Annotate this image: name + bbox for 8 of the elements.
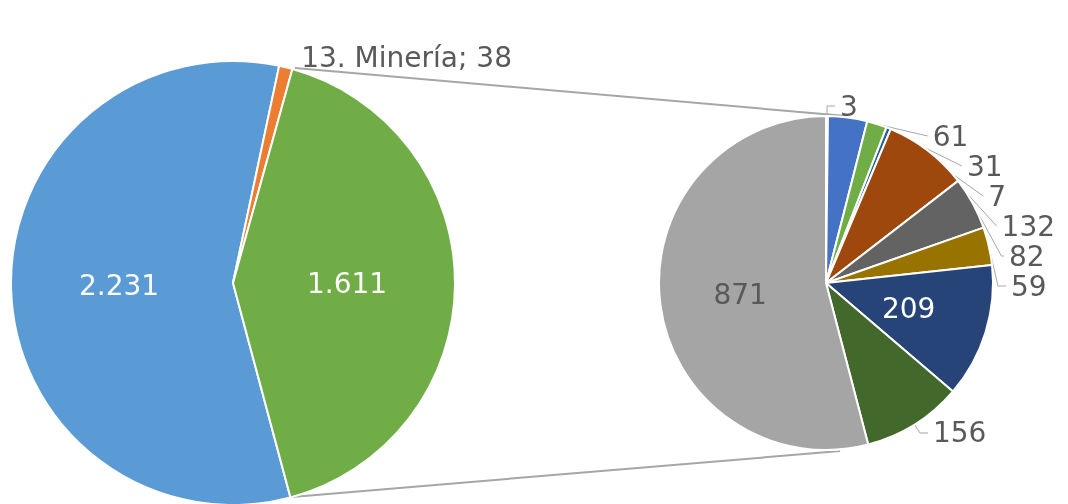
slice-label: 13. Minería; 38 bbox=[301, 41, 512, 75]
data-label: 871 bbox=[713, 277, 767, 311]
data-label: 1.611 bbox=[306, 267, 388, 301]
data-label: 2.231 bbox=[78, 269, 160, 303]
data-label: 3 bbox=[840, 89, 858, 123]
data-label: 209 bbox=[881, 292, 936, 326]
data-label: 61 bbox=[932, 119, 969, 153]
data-label: 156 bbox=[932, 416, 987, 450]
